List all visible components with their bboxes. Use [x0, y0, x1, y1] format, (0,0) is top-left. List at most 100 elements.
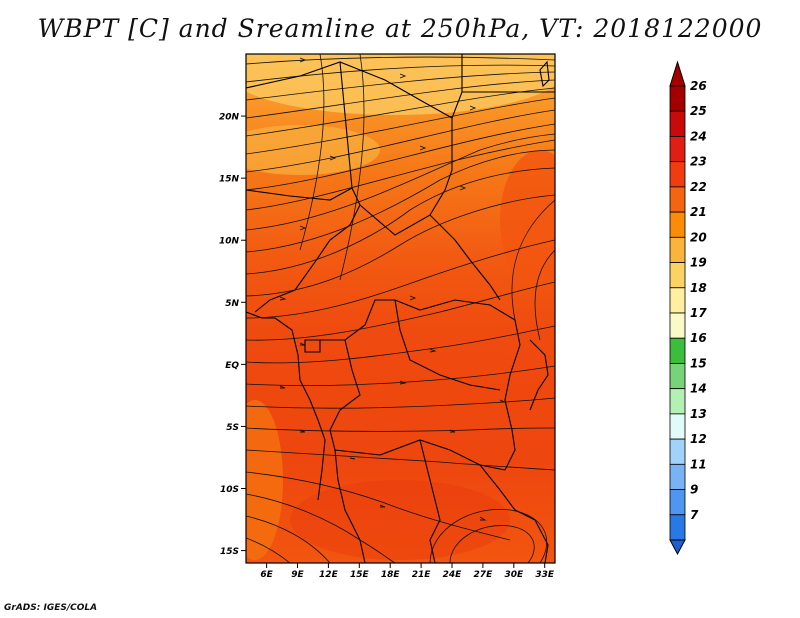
border-line	[451, 91, 463, 119]
lat-tick-label: 10N	[219, 237, 240, 247]
streamline-arrows	[279, 57, 506, 521]
streamline	[449, 525, 535, 563]
latitude-axis: 20N 15N 10N 5N EQ 5S 10S 15S	[219, 113, 246, 557]
colorbar-label: 23	[690, 155, 707, 169]
colorbar-swatch	[669, 211, 686, 238]
colorbar-label: 11	[690, 457, 707, 471]
colorbar-swatch	[669, 186, 686, 213]
lon-tick-label: 6E	[260, 570, 273, 580]
arrow-glyph	[329, 155, 337, 161]
lon-tick-label: 33E	[535, 570, 555, 580]
colorbar-label: 24	[690, 129, 707, 143]
border-line	[246, 187, 361, 313]
streamline	[246, 149, 555, 253]
colorbar-label: 18	[690, 281, 707, 295]
arrow-glyph	[469, 105, 477, 111]
streamline	[246, 97, 555, 155]
streamline	[246, 139, 555, 211]
coastline	[246, 311, 326, 501]
colorbar-swatch	[669, 463, 686, 490]
lat-tick-label: 5S	[226, 423, 239, 433]
wbpt-region	[246, 400, 283, 560]
streamline	[246, 281, 555, 341]
colorbar-top-arrow	[669, 60, 686, 87]
wbpt-region	[246, 125, 380, 175]
lat-tick-label: 20N	[219, 113, 240, 123]
arrow-glyph	[279, 296, 287, 301]
streamline	[246, 167, 555, 275]
lat-tick-label: 15S	[220, 547, 239, 557]
arrow-glyph	[419, 145, 427, 151]
colorbar-swatch	[669, 262, 686, 289]
streamline	[246, 239, 555, 319]
arrow-glyph	[279, 385, 286, 389]
colorbar-swatch	[669, 136, 686, 163]
streamline	[534, 249, 555, 341]
streamline	[246, 56, 555, 65]
colorbar-swatch	[669, 287, 686, 314]
arrow-glyph	[399, 73, 407, 79]
colorbar-label: 16	[690, 331, 707, 345]
colorbar: 26 25 24 23 22 21 20 19 18 17 16 15 14 13 12 11 9 7	[669, 60, 707, 556]
arrow-glyph	[449, 429, 456, 433]
colorbar-swatch	[669, 413, 686, 440]
streamline	[511, 199, 555, 321]
lon-tick-label: 30E	[504, 570, 524, 580]
lat-tick-label: EQ	[225, 361, 239, 371]
streamline	[246, 133, 555, 231]
lon-tick-label: 27E	[474, 570, 494, 580]
wbpt-region	[500, 150, 555, 290]
colorbar-label: 26	[690, 79, 707, 93]
arrow-glyph	[299, 57, 307, 63]
streamline	[246, 515, 331, 563]
colorbar-label: 7	[690, 508, 699, 522]
border-line	[246, 61, 453, 216]
longitude-axis: 6E 9E 12E 15E 18E 21E 24E 27E 30E 33E	[260, 563, 555, 580]
colorbar-swatch	[669, 388, 686, 415]
border-line	[329, 339, 361, 431]
streamline	[246, 79, 555, 119]
border-line	[504, 319, 521, 471]
colorbar-swatch	[669, 514, 686, 541]
colorbar-label: 12	[690, 432, 707, 446]
border-line	[419, 439, 441, 563]
lon-tick-label: 24E	[443, 570, 463, 580]
colorbar-swatch	[669, 438, 686, 465]
streamline	[299, 54, 325, 251]
arrow-glyph	[479, 516, 487, 521]
country-borders	[246, 54, 555, 563]
border-line	[359, 204, 501, 301]
lat-tick-label: 15N	[219, 175, 240, 185]
island-outline	[539, 60, 550, 88]
arrow-glyph	[299, 429, 306, 433]
streamline	[246, 365, 555, 387]
colorbar-swatch	[669, 337, 686, 364]
colorbar-swatch	[669, 363, 686, 390]
lon-tick-label: 18E	[381, 570, 401, 580]
colorbar-label: 15	[690, 356, 707, 370]
colorbar-swatch	[669, 161, 686, 188]
colorbar-label: 13	[690, 407, 707, 421]
wbpt-region	[290, 480, 510, 560]
lon-tick-label: 21E	[412, 570, 432, 580]
arrow-glyph	[299, 225, 307, 231]
lat-tick-label: 10S	[220, 485, 239, 495]
colorbar-swatch	[669, 236, 686, 263]
arrow-glyph	[429, 348, 437, 353]
wbpt-high-region	[246, 54, 555, 115]
colorbar-label: 14	[690, 382, 707, 396]
map-title: WBPT [C] and Sreamline at 250hPa, VT: 20…	[37, 14, 763, 43]
streamline	[246, 123, 555, 191]
grads-credit: GrADS: IGES/COLA	[4, 603, 98, 613]
streamline	[246, 194, 555, 297]
colorbar-label: 19	[690, 256, 707, 270]
colorbar-swatch	[669, 312, 686, 339]
colorbar-label: 9	[690, 483, 698, 497]
arrow-glyph	[409, 295, 417, 301]
border-line	[304, 339, 321, 353]
arrow-glyph	[399, 380, 407, 385]
lon-tick-label: 9E	[291, 570, 304, 580]
lake-shore	[529, 339, 549, 411]
streamline	[246, 71, 555, 101]
map-frame	[245, 53, 556, 564]
